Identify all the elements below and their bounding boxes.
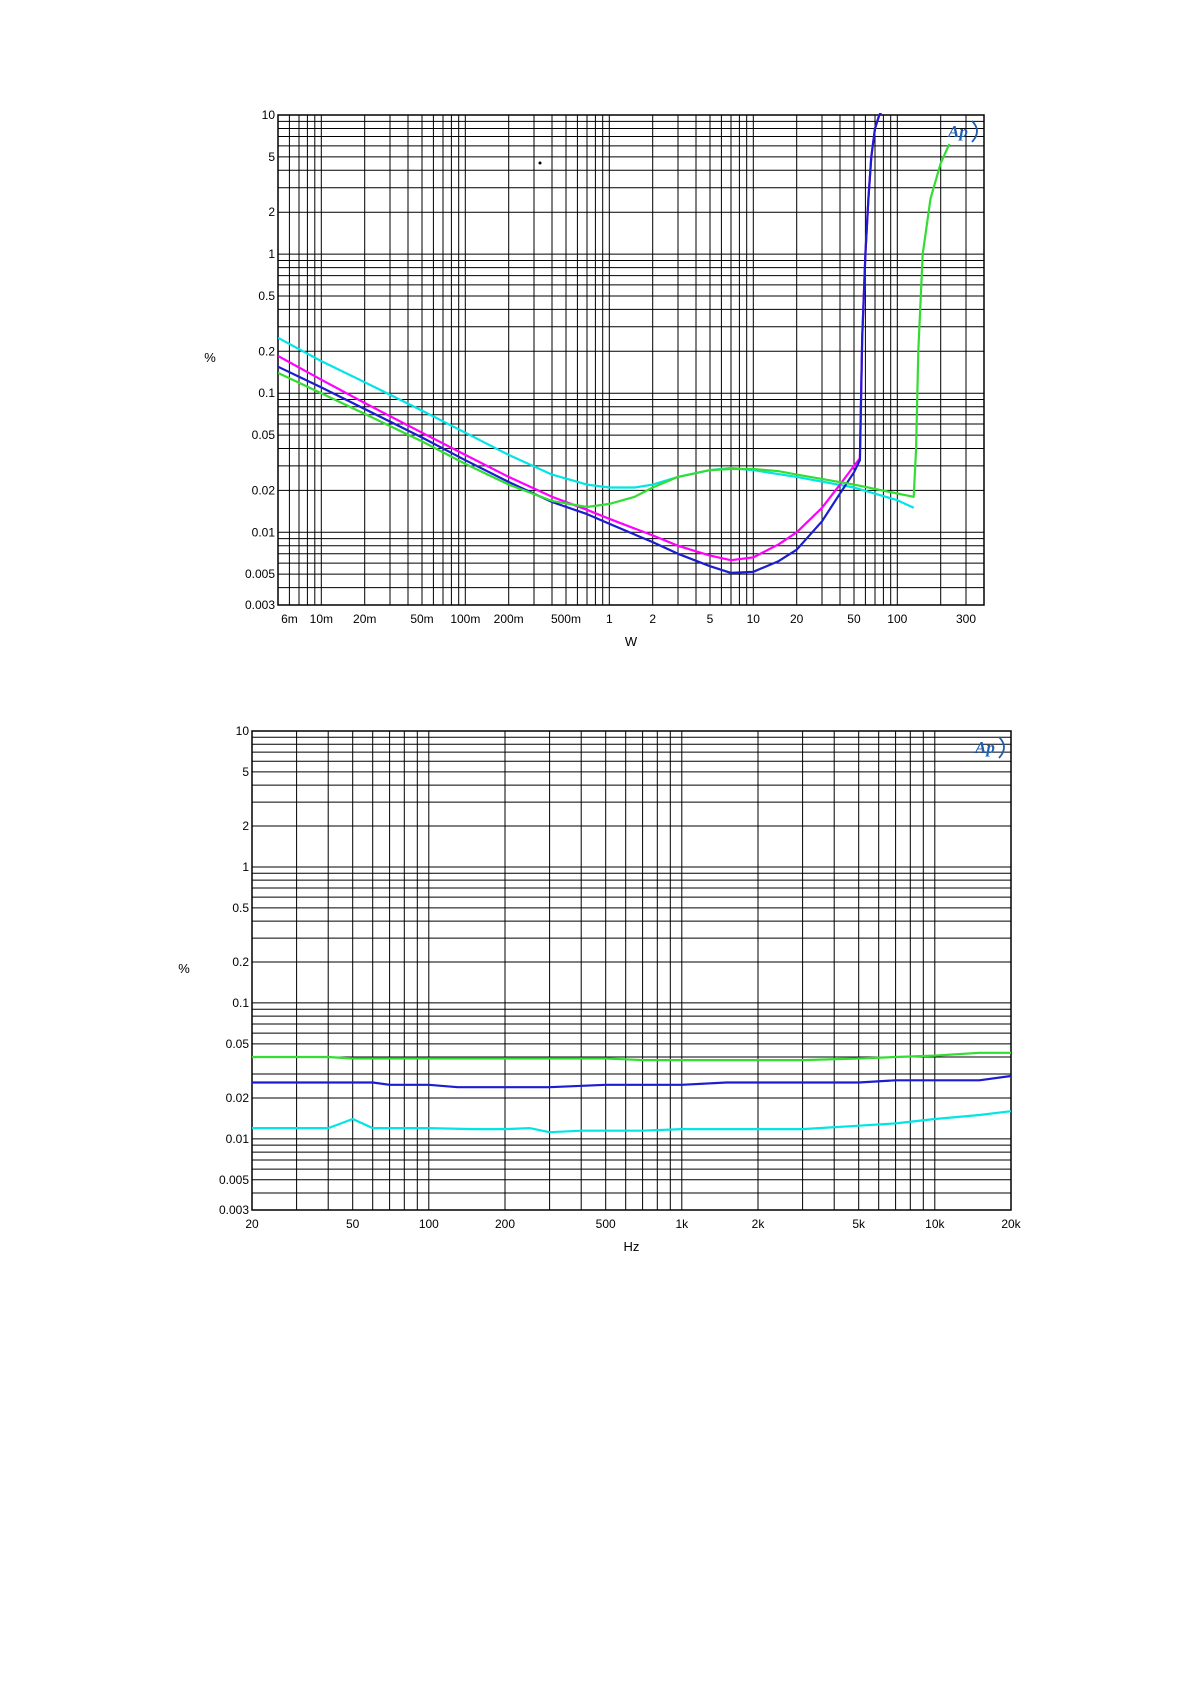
x-tick-label: 200 [495,1217,515,1231]
x-tick-label: 200m [494,612,524,626]
x-tick-label: 10m [310,612,333,626]
y-tick-label: 0.2 [232,955,249,969]
series-group [278,113,951,575]
series-group [252,1051,1011,1134]
x-tick-label: 50 [847,612,861,626]
series-line-4 [278,143,951,509]
x-tick-label: 100 [419,1217,439,1231]
ap-logo-text: Ap [974,738,995,757]
x-tick-label: 6m [281,612,298,626]
y-axis-label: % [178,961,190,976]
y-tick-label: 0.2 [258,344,275,358]
x-axis-label: W [625,634,638,649]
x-tick-label: 20 [790,612,804,626]
y-tick-label: 0.01 [252,525,276,539]
y-tick-label: 0.05 [252,428,276,442]
series-line-3 [252,1110,1011,1134]
x-tick-label: 1 [606,612,613,626]
x-tick-label: 5k [852,1217,866,1231]
ap-logo-arc [971,120,978,143]
y-tick-label: 0.003 [245,598,275,612]
series-line-2 [252,1074,1011,1089]
x-tick-label: 2k [752,1217,766,1231]
x-tick-label: 10 [747,612,761,626]
ap-logo: Ap [974,736,1005,759]
x-tick-label: 20m [353,612,376,626]
x-tick-label: 300 [956,612,976,626]
x-tick-label: 5 [707,612,714,626]
y-tick-label: 5 [268,150,275,164]
x-tick-label: 1k [675,1217,689,1231]
series-line-1 [252,1051,1011,1062]
x-tick-label: 10k [925,1217,945,1231]
y-axis-label: % [204,350,216,365]
x-tick-label: 500m [551,612,581,626]
x-tick-label: 2 [649,612,656,626]
y-tick-label: 0.5 [258,289,275,303]
grid [251,730,1012,1211]
y-tick-label: 2 [242,819,249,833]
y-tick-label: 0.05 [226,1037,250,1051]
y-tick-label: 0.02 [252,483,276,497]
x-tick-label: 20k [1001,1217,1021,1231]
y-tick-label: 0.005 [219,1173,249,1187]
x-tick-label: 50 [346,1217,360,1231]
x-tick-label: 500 [596,1217,616,1231]
thd-vs-power-chart: 0.003 0.005 0.01 0.02 0.05 0.1 0.2 0.5 1 2 5 10 6m 10… [204,108,985,649]
x-tick-label: 100m [450,612,480,626]
y-tick-label: 0.01 [226,1132,250,1146]
x-axis-label: Hz [624,1239,640,1254]
y-tick-label: 10 [262,108,276,122]
y-tick-label: 1 [268,247,275,261]
y-tick-label: 10 [236,724,250,738]
x-tick-label: 100 [887,612,907,626]
y-tick-label: 0.003 [219,1203,249,1217]
ap-logo-text: Ap [947,122,968,141]
y-tick-label: 0.1 [232,996,249,1010]
series-line-3 [278,113,883,575]
plot-frame [277,114,985,606]
y-tick-label: 0.5 [232,901,249,915]
y-tick-label: 5 [242,765,249,779]
ap-logo: Ap [947,120,978,143]
y-tick-label: 0.005 [245,567,275,581]
stray-dot [538,161,542,165]
grid [277,114,985,606]
ap-logo-arc [998,736,1005,759]
y-tick-label: 0.1 [258,386,275,400]
y-tick-label: 0.02 [226,1091,250,1105]
plot-frame [251,730,1012,1211]
x-tick-label: 50m [410,612,433,626]
x-tick-label: 20 [245,1217,259,1231]
y-tick-label: 1 [242,860,249,874]
y-tick-label: 2 [268,205,275,219]
series-line-1 [278,336,915,509]
